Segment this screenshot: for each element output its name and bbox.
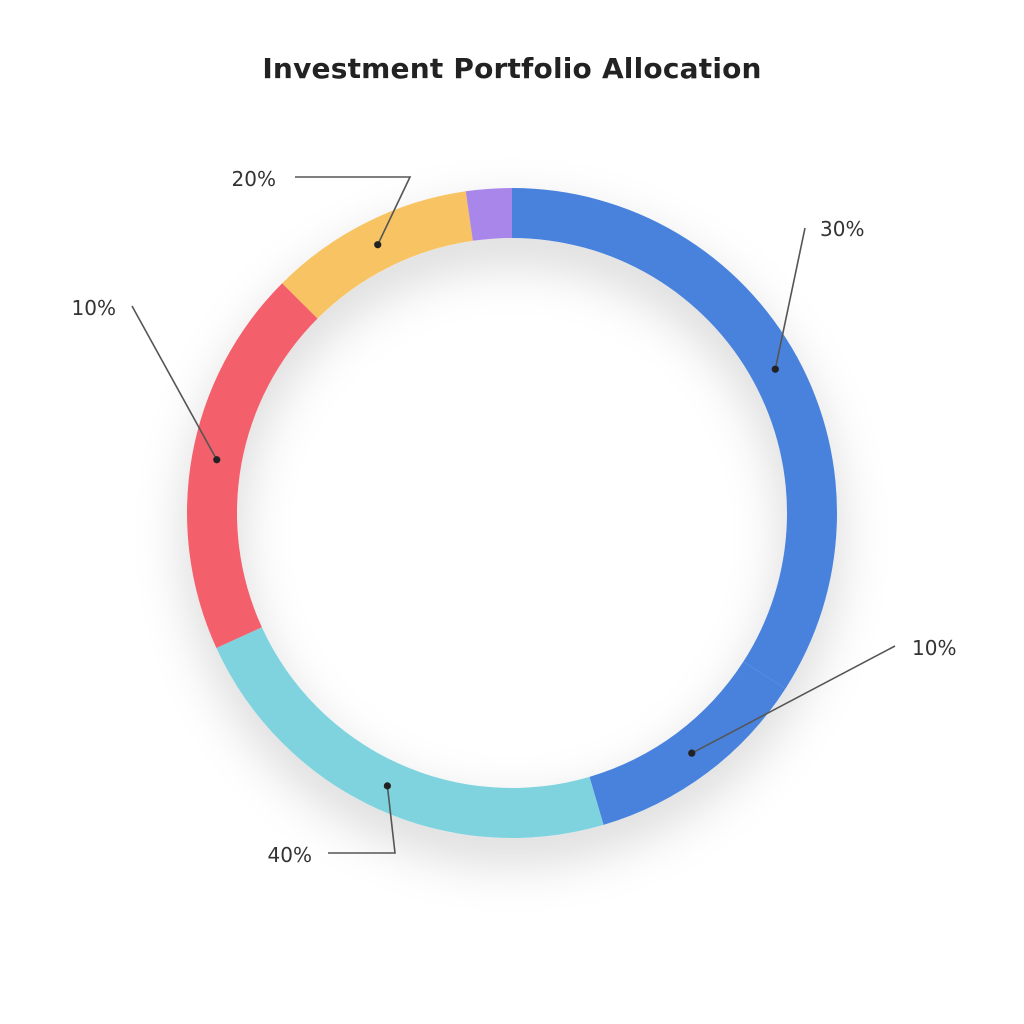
data-label-1: 30% (820, 217, 864, 241)
data-label-3: 40% (268, 843, 312, 867)
slice-1-30pct (512, 188, 837, 689)
leader-line-2 (691, 645, 896, 754)
data-label-5: 20% (232, 167, 276, 191)
slice-4-10pct (187, 283, 318, 649)
leader-line-1 (774, 227, 806, 370)
chart-title: Investment Portfolio Allocation (262, 52, 762, 85)
leader-dot-5 (374, 241, 382, 249)
data-label-2: 10% (912, 636, 956, 660)
leader-line-3 (328, 785, 396, 854)
leader-line-5 (295, 176, 412, 246)
donut-ring (187, 188, 837, 838)
leader-line-4 (131, 305, 218, 461)
data-labels: 30% 10% 40% 10% 20% (72, 167, 957, 867)
slice-2-10pct (589, 661, 786, 825)
data-label-4: 10% (72, 296, 116, 320)
slice-6-unlabeled (465, 188, 512, 241)
leader-dot-1 (771, 365, 779, 373)
leader-dot-4 (213, 456, 221, 464)
leader-dot-2 (688, 749, 696, 757)
leader-dot-3 (383, 782, 391, 790)
slice-3-40pct (216, 627, 604, 838)
slice-5-20pct (282, 191, 473, 319)
